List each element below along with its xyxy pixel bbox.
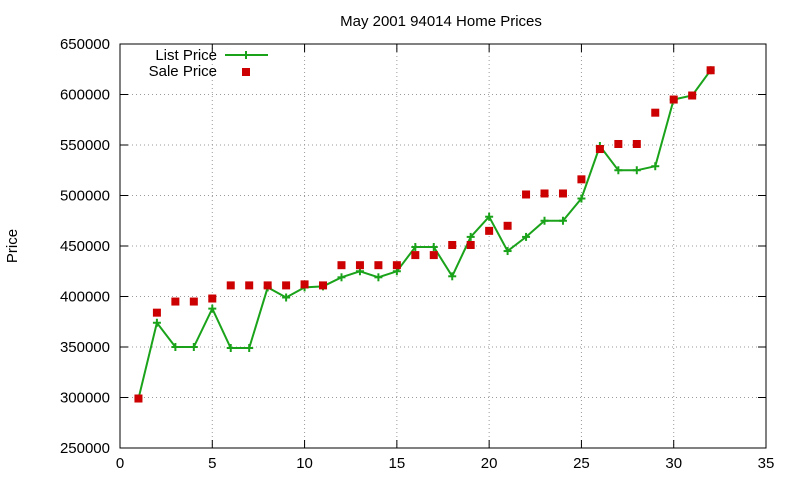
y-tick-label: 250000 bbox=[60, 440, 110, 457]
sale-price-point bbox=[392, 261, 401, 270]
sale-price-point bbox=[632, 139, 641, 148]
sale-price-point bbox=[245, 281, 254, 290]
sale-price-point bbox=[558, 189, 567, 198]
grid-lines bbox=[120, 44, 766, 448]
sale-price-point bbox=[263, 281, 272, 290]
sale-price-point bbox=[411, 251, 420, 260]
sale-price-point bbox=[485, 226, 494, 235]
sale-price-point bbox=[189, 297, 198, 306]
sale-price-point bbox=[540, 189, 549, 198]
series-layer bbox=[134, 66, 715, 403]
y-axis-label: Price bbox=[4, 229, 21, 263]
sale-price-point bbox=[466, 240, 475, 249]
sale-price-point bbox=[706, 66, 715, 75]
sale-price-point bbox=[208, 294, 217, 303]
sale-price-point bbox=[448, 240, 457, 249]
x-tick-label: 5 bbox=[208, 455, 216, 472]
list-price-point bbox=[411, 243, 420, 252]
list-price-point bbox=[522, 232, 531, 241]
y-tick-label: 400000 bbox=[60, 289, 110, 306]
sale-price-point bbox=[651, 108, 660, 117]
legend-label-sale-price: Sale Price bbox=[149, 63, 217, 80]
sale-price-point bbox=[614, 139, 623, 148]
list-price-point bbox=[226, 344, 235, 353]
list-price-point bbox=[429, 243, 438, 252]
y-tick-label: 650000 bbox=[60, 36, 110, 53]
y-tick-label: 500000 bbox=[60, 188, 110, 205]
list-price-point bbox=[152, 318, 161, 327]
list-price-point bbox=[208, 304, 217, 313]
list-price-point bbox=[374, 273, 383, 282]
list-price-point bbox=[577, 194, 586, 203]
sale-price-point bbox=[355, 261, 364, 270]
sale-price-point bbox=[282, 281, 291, 290]
list-price-point bbox=[614, 166, 623, 175]
list-price-point bbox=[189, 343, 198, 351]
x-tick-label: 15 bbox=[389, 455, 406, 472]
y-tick-label: 450000 bbox=[60, 238, 110, 255]
list-price-point bbox=[651, 162, 660, 171]
sale-price-point bbox=[577, 175, 586, 184]
y-tick-label: 600000 bbox=[60, 87, 110, 104]
sale-price-point bbox=[152, 308, 161, 317]
axis-ticks: 250000 300000 350000 400000 450000 500000 5500… bbox=[60, 36, 774, 472]
chart-title: May 2001 94014 Home Prices bbox=[340, 13, 542, 30]
list-price-point bbox=[503, 247, 512, 256]
sale-price-point bbox=[226, 281, 235, 290]
list-price-point bbox=[448, 272, 457, 281]
list-price-point bbox=[337, 273, 346, 282]
list-price-point bbox=[282, 293, 291, 302]
x-tick-label: 30 bbox=[665, 455, 682, 472]
sale-price-point bbox=[429, 251, 438, 260]
list-price-point bbox=[466, 232, 475, 241]
x-tick-label: 0 bbox=[116, 455, 124, 472]
sale-price-point bbox=[688, 91, 697, 100]
sale-price-point bbox=[374, 261, 383, 270]
sale-price-point bbox=[595, 145, 604, 154]
legend-label-list-price: List Price bbox=[155, 47, 217, 64]
sale-price-point bbox=[669, 95, 678, 104]
list-price-point bbox=[558, 216, 567, 225]
sale-price-point bbox=[171, 297, 180, 306]
list-price-point bbox=[632, 166, 641, 175]
list-price-point bbox=[171, 343, 180, 351]
x-tick-label: 25 bbox=[573, 455, 590, 472]
sale-price-point bbox=[319, 281, 328, 290]
list-price-point bbox=[485, 212, 494, 221]
sale-price-point bbox=[503, 221, 512, 230]
list-price-point bbox=[245, 344, 254, 353]
x-tick-label: 20 bbox=[481, 455, 498, 472]
sale-price-point bbox=[300, 280, 309, 289]
x-tick-label: 35 bbox=[758, 455, 775, 472]
sale-price-point bbox=[134, 394, 143, 403]
sale-price-point bbox=[522, 190, 531, 199]
y-tick-label: 550000 bbox=[60, 137, 110, 154]
legend-marker-sale-price bbox=[242, 68, 250, 76]
x-tick-label: 10 bbox=[296, 455, 313, 472]
list-price-point bbox=[540, 216, 549, 225]
sale-price-point bbox=[337, 261, 346, 270]
y-tick-label: 350000 bbox=[60, 339, 110, 356]
y-tick-label: 300000 bbox=[60, 390, 110, 407]
